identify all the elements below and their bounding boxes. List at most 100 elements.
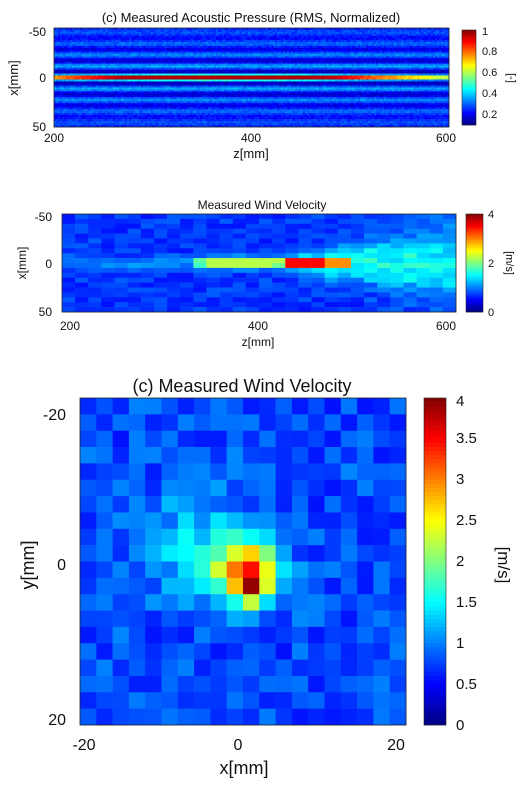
heatmap-cell bbox=[330, 55, 333, 58]
heatmap-cell bbox=[63, 59, 67, 62]
heatmap-cell bbox=[63, 51, 67, 55]
heatmap-cell bbox=[208, 67, 211, 70]
heatmap-cell bbox=[383, 55, 387, 58]
heatmap-cell bbox=[401, 63, 404, 66]
heatmap-cell bbox=[261, 49, 264, 53]
heatmap-cell bbox=[403, 51, 406, 55]
heatmap-cell bbox=[117, 55, 120, 58]
heatmap-cell bbox=[172, 33, 175, 37]
heatmap-cell bbox=[111, 29, 114, 33]
heatmap-cell bbox=[342, 73, 345, 76]
heatmap-cell bbox=[431, 41, 434, 45]
heatmap-cell bbox=[105, 53, 108, 57]
heatmap-cell bbox=[352, 43, 355, 47]
heatmap-cell bbox=[196, 43, 199, 47]
heatmap-cell bbox=[233, 51, 236, 55]
heatmap-cell bbox=[170, 45, 173, 49]
heatmap-cell bbox=[176, 57, 179, 60]
heatmap-cell bbox=[243, 33, 246, 37]
heatmap-cell bbox=[441, 65, 444, 68]
heatmap-cell bbox=[204, 75, 207, 78]
heatmap-cell bbox=[160, 57, 163, 60]
heatmap-cell bbox=[131, 28, 134, 31]
heatmap-cell bbox=[115, 39, 118, 43]
heatmap-cell bbox=[129, 75, 132, 78]
heatmap-cell bbox=[146, 45, 150, 49]
heatmap-cell bbox=[184, 31, 187, 35]
heatmap-cell bbox=[253, 31, 256, 35]
heatmap-cell bbox=[342, 65, 345, 68]
heatmap-cell bbox=[79, 75, 82, 78]
heatmap-cell bbox=[340, 35, 343, 39]
heatmap-cell bbox=[225, 41, 229, 45]
heatmap-cell bbox=[324, 61, 327, 64]
heatmap-cell bbox=[219, 65, 223, 68]
heatmap-cell bbox=[371, 59, 375, 62]
heatmap-cell bbox=[148, 65, 152, 68]
heatmap-cell bbox=[129, 35, 132, 39]
heatmap-cell bbox=[59, 39, 63, 43]
heatmap-cell bbox=[133, 39, 136, 43]
heatmap-cell bbox=[213, 29, 217, 33]
heatmap-cell bbox=[368, 33, 371, 37]
heatmap-cell bbox=[182, 37, 185, 41]
heatmap-cell bbox=[168, 61, 171, 64]
heatmap-cell bbox=[81, 71, 84, 74]
heatmap-cell bbox=[291, 45, 294, 49]
heatmap-cell bbox=[105, 37, 108, 41]
heatmap-cell bbox=[310, 55, 314, 58]
heatmap-cell bbox=[154, 59, 157, 62]
heatmap-cell bbox=[425, 65, 428, 68]
heatmap-cell bbox=[107, 31, 110, 35]
heatmap-cell bbox=[308, 29, 312, 33]
heatmap-cell bbox=[443, 29, 446, 33]
heatmap-cell bbox=[320, 47, 323, 51]
heatmap-cell bbox=[296, 63, 300, 66]
heatmap-cell bbox=[371, 47, 375, 51]
heatmap-cell bbox=[182, 75, 185, 78]
heatmap-cell bbox=[180, 41, 183, 45]
heatmap-cell bbox=[332, 59, 335, 62]
heatmap-cell bbox=[119, 75, 122, 78]
heatmap-cell bbox=[164, 63, 167, 66]
heatmap-cell bbox=[383, 53, 387, 57]
heatmap-cell bbox=[125, 39, 128, 43]
heatmap-cell bbox=[202, 59, 205, 62]
heatmap-cell bbox=[328, 31, 331, 35]
heatmap-cell bbox=[292, 59, 296, 62]
heatmap-cell bbox=[362, 53, 365, 57]
heatmap-cell bbox=[326, 31, 329, 35]
heatmap-cell bbox=[377, 39, 381, 43]
heatmap-cell bbox=[129, 33, 132, 37]
heatmap-cell bbox=[200, 63, 203, 66]
heatmap-cell bbox=[213, 71, 217, 74]
heatmap-cell bbox=[302, 47, 306, 51]
heatmap-cell bbox=[360, 67, 363, 70]
heatmap-cell bbox=[142, 71, 146, 74]
heatmap-cell bbox=[393, 75, 396, 78]
heatmap-cell bbox=[225, 35, 229, 39]
heatmap-cell bbox=[344, 29, 347, 33]
heatmap-cell bbox=[172, 43, 175, 47]
heatmap-cell bbox=[65, 39, 69, 43]
heatmap-cell bbox=[334, 43, 337, 47]
heatmap-cell bbox=[83, 57, 86, 60]
heatmap-cell bbox=[332, 47, 335, 51]
heatmap-cell bbox=[101, 49, 104, 53]
heatmap-cell bbox=[237, 35, 240, 39]
heatmap-cell bbox=[63, 55, 67, 58]
heatmap-cell bbox=[326, 57, 329, 60]
heatmap-cell bbox=[285, 75, 288, 78]
heatmap-cell bbox=[310, 69, 314, 72]
heatmap-cell bbox=[198, 37, 201, 41]
heatmap-cell bbox=[249, 73, 252, 76]
heatmap-cell bbox=[415, 75, 418, 78]
heatmap-cell bbox=[277, 73, 280, 76]
heatmap-cell bbox=[178, 57, 181, 60]
heatmap-cell bbox=[172, 67, 175, 70]
heatmap-cell bbox=[105, 39, 108, 43]
heatmap-cell bbox=[249, 75, 252, 78]
heatmap-cell bbox=[113, 28, 116, 31]
heatmap-cell bbox=[393, 33, 396, 37]
heatmap-cell bbox=[95, 47, 98, 51]
